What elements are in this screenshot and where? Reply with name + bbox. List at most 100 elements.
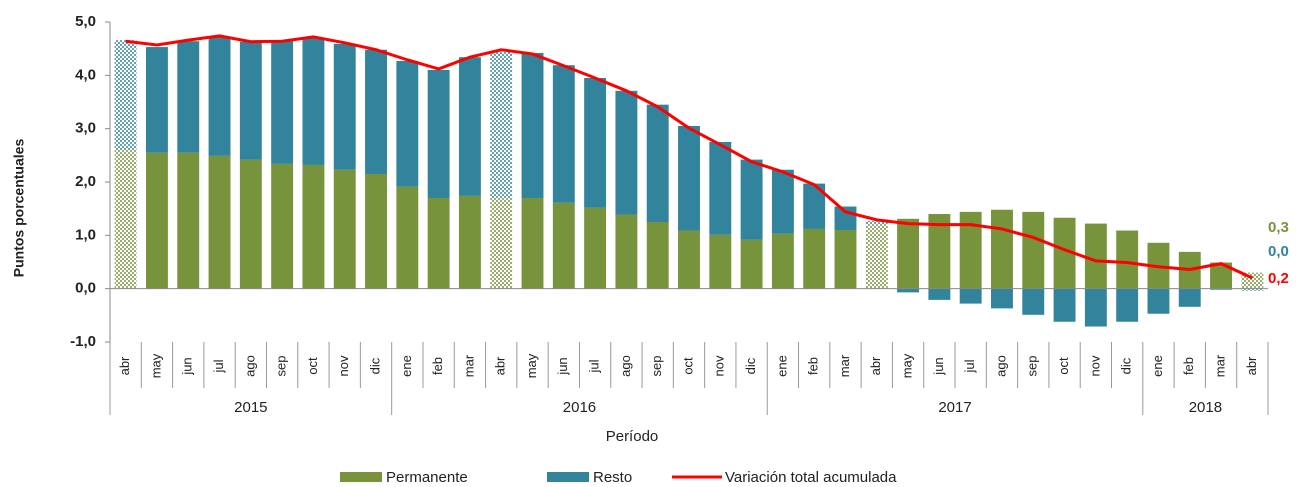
data-label: 0,3 [1268,219,1289,236]
bar [1022,211,1045,289]
bar [427,70,450,198]
group-label: 2018 [1189,399,1222,416]
bar [177,152,200,289]
x-tick-label: sep [274,356,289,377]
bar [521,52,544,198]
bar [333,43,356,170]
x-tick-label: abr [493,356,508,375]
bar [552,65,575,203]
x-tick-label: jul [962,359,977,373]
bar [646,222,669,289]
x-tick-label: oct [305,357,320,375]
y-axis-title: Puntos porcentuales [11,139,27,278]
bar [771,169,794,234]
bar [145,152,168,289]
data-label: 0,2 [1268,270,1289,287]
x-tick-label: may [148,353,163,378]
x-tick-label: jun [555,357,570,375]
bar [365,174,387,289]
bar [114,40,137,151]
y-tick-label: 0,0 [75,280,96,297]
y-tick-label: 1,0 [75,226,96,243]
bar [239,159,262,289]
bar [458,195,481,289]
x-tick-label: ene [774,355,789,377]
legend-swatch [340,472,382,482]
bar [239,41,262,160]
bar [678,230,700,289]
bar [396,60,419,187]
bar [365,49,387,174]
x-tick-label: mar [837,354,852,377]
bar [490,198,513,289]
y-tick-label: -1,0 [70,333,96,350]
bar [709,234,732,289]
bar [584,78,607,208]
bar [991,288,1013,309]
bar [740,239,763,289]
bar [897,288,920,293]
data-label: 0,0 [1268,243,1289,260]
y-tick-label: 3,0 [75,120,96,137]
bar [803,183,826,229]
bar [1053,217,1076,289]
bar [552,202,575,289]
bar [177,41,200,153]
bar [803,228,826,289]
x-tick-label: jun [931,357,946,375]
bar [302,38,325,165]
group-label: 2017 [938,399,971,416]
x-tick-label: sep [649,356,664,377]
bar [959,211,982,289]
bar [928,214,951,289]
x-tick-label: may [524,353,539,378]
bar [1147,288,1170,314]
legend-label: Resto [593,469,632,486]
bar [1210,288,1233,290]
bar [208,155,231,289]
x-tick-label: nov [712,355,727,376]
bar [709,142,732,235]
group-label: 2016 [563,399,596,416]
bar [1084,223,1107,289]
x-tick-label: oct [1056,357,1071,375]
x-tick-label: nov [1087,355,1102,376]
bar [1053,288,1076,322]
bar [928,288,951,300]
bar [865,220,888,225]
bar [271,163,294,289]
x-tick-label: jun [180,357,195,375]
x-tick-label: ene [399,355,414,377]
bar [1210,262,1233,289]
x-tick-label: mar [1212,354,1227,377]
legend-label: Permanente [386,469,468,486]
bar [521,198,544,289]
bar [1022,288,1045,315]
x-tick-label: feb [1181,357,1196,375]
x-tick-label: abr [1244,356,1259,375]
bar [897,218,920,289]
legend-label: Variación total acumulada [725,469,897,486]
bar [145,47,168,153]
x-tick-label: dic [1119,357,1134,374]
x-tick-label: ago [242,355,257,377]
x-tick-label: ene [1150,355,1165,377]
x-axis-title: Período [606,428,659,445]
bar [302,164,325,289]
bar [1116,230,1139,289]
bar [584,207,607,289]
bar [991,209,1013,289]
bar [427,198,450,289]
bar [114,150,137,289]
bar [1116,288,1139,322]
x-tick-label: may [900,353,915,378]
bar [490,51,513,198]
x-tick-label: feb [806,357,821,375]
x-tick-label: abr [117,356,132,375]
bar [740,159,763,240]
x-tick-label: jul [211,359,226,373]
x-tick-label: dic [743,357,758,374]
x-tick-label: dic [367,357,382,374]
bar [771,233,794,289]
bar [678,126,700,231]
